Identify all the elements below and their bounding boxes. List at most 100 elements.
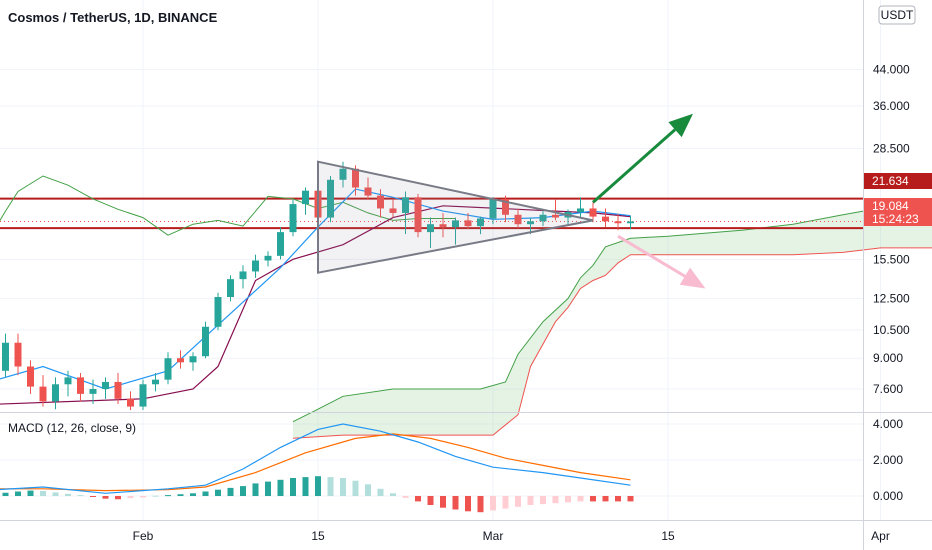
candle-down (352, 168, 359, 188)
span-a-line (292, 200, 932, 423)
currency-badge-box (878, 5, 916, 25)
price-tag-top-box (864, 173, 932, 189)
candle-down (14, 342, 22, 367)
macd-histogram-bar (440, 496, 446, 508)
candle-up (577, 208, 584, 213)
macd-histogram-bar (252, 483, 259, 496)
candle-down (377, 195, 384, 209)
macd-histogram-bar (277, 479, 284, 496)
macd-histogram-bar (427, 496, 434, 505)
candle-up (627, 221, 634, 224)
time-axis-label: 15 (661, 529, 675, 543)
macd-histogram-bar (602, 496, 609, 502)
macd-histogram-bar (290, 478, 296, 496)
price-axis-label: 9.000 (873, 351, 903, 365)
macd-histogram-bar (502, 496, 509, 509)
time-axis-label: 15 (311, 529, 325, 543)
macd-histogram-bar (415, 496, 421, 502)
macd-histogram-bar (215, 489, 221, 496)
candle-down (77, 377, 84, 394)
candle-up (539, 214, 547, 222)
macd-histogram-bar (465, 496, 471, 512)
macd-histogram-bar (52, 492, 59, 496)
macd-histogram-bar (340, 478, 346, 496)
macd-histogram-bar (202, 491, 209, 496)
arrow-down-shaft (617, 234, 686, 278)
macd-histogram-bar (327, 477, 334, 496)
macd-histogram-bar (190, 493, 196, 496)
macd-histogram-bar (377, 488, 384, 496)
macd-histogram-bar (165, 495, 171, 497)
candle-down (39, 386, 47, 402)
macd-axis-label: 4.000 (873, 417, 903, 431)
candle-up (152, 379, 159, 385)
macd-histogram-bar (490, 496, 496, 511)
macd-histogram-bar (177, 494, 184, 496)
candle-up (339, 168, 347, 180)
candle-up (64, 377, 72, 385)
arrow-up-shaft (592, 128, 677, 204)
macd-histogram-bar (140, 496, 146, 498)
price-tag-top: 21.634 (864, 173, 932, 189)
candle-up (214, 297, 222, 327)
time-axis[interactable]: 202118Feb15Mar15Apr14May (0, 529, 932, 543)
candles (2, 161, 634, 410)
macd-histogram-bar (265, 481, 271, 496)
macd-histogram-bar (15, 491, 21, 496)
candle-up (477, 218, 484, 227)
arrow-down-head (679, 267, 706, 289)
price-axis-label: 36.000 (873, 99, 910, 113)
price-axis-label: 15.500 (873, 252, 910, 266)
candle-up (402, 197, 409, 213)
macd-histogram-bar (65, 493, 71, 496)
time-axis-label: Mar (483, 529, 504, 543)
macd-histogram-bar (552, 496, 559, 504)
macd-histogram-bar (315, 476, 321, 496)
macd-histogram-bar (27, 490, 34, 496)
candle-up (277, 232, 284, 256)
price-axis[interactable]: 7.600 9.000 10.500 12.500 15.500 28.500 36.000… (873, 62, 910, 396)
drawings[interactable] (317, 113, 706, 289)
macd-histogram-bar (352, 480, 359, 496)
candle-down (177, 358, 184, 363)
candle-up (89, 389, 97, 394)
candle-up (189, 356, 197, 363)
macd-histogram-bar (115, 496, 121, 500)
price-tag-current: 19.084 15:24:23 (864, 198, 932, 226)
candle-up (239, 271, 247, 280)
price-tag-current-text: 19.084 (872, 199, 909, 213)
macd-histogram-bar (390, 493, 396, 496)
macd-histogram-bar (240, 486, 246, 496)
macd-label: MACD (12, 26, close, 9) (8, 421, 136, 435)
candle-up (452, 220, 459, 228)
macd-line (0, 423, 631, 494)
price-axis-label: 10.500 (873, 323, 910, 337)
kijun-line (0, 205, 631, 405)
macd-histogram-bar (590, 496, 596, 502)
macd-histogram-bar (577, 496, 584, 502)
candle-up (252, 260, 259, 272)
macd-histogram-bar (365, 484, 371, 496)
grid (0, 0, 881, 520)
macd-histogram-bar (452, 496, 459, 510)
macd-histogram-bar (77, 495, 84, 497)
currency-badge[interactable]: USDT (878, 5, 916, 25)
macd-histogram-bar (152, 495, 159, 497)
candle-up (227, 279, 234, 298)
candle-down (502, 198, 509, 215)
candle-up (289, 204, 297, 233)
time-axis-label: Apr (871, 529, 890, 543)
macd-axis-label: 0.000 (873, 489, 903, 503)
macd-histogram-bar (227, 487, 234, 496)
macd-histogram-bar (477, 496, 484, 513)
price-axis-label: 28.500 (873, 142, 910, 156)
macd-histogram-bar (540, 496, 546, 505)
candle-up (427, 224, 434, 233)
macd-histogram-bar (527, 496, 534, 505)
candle-down (127, 398, 134, 407)
candle-down (27, 366, 34, 387)
macd-histogram-bar (565, 496, 571, 503)
candle-down (389, 208, 397, 213)
candle-up (52, 384, 59, 402)
